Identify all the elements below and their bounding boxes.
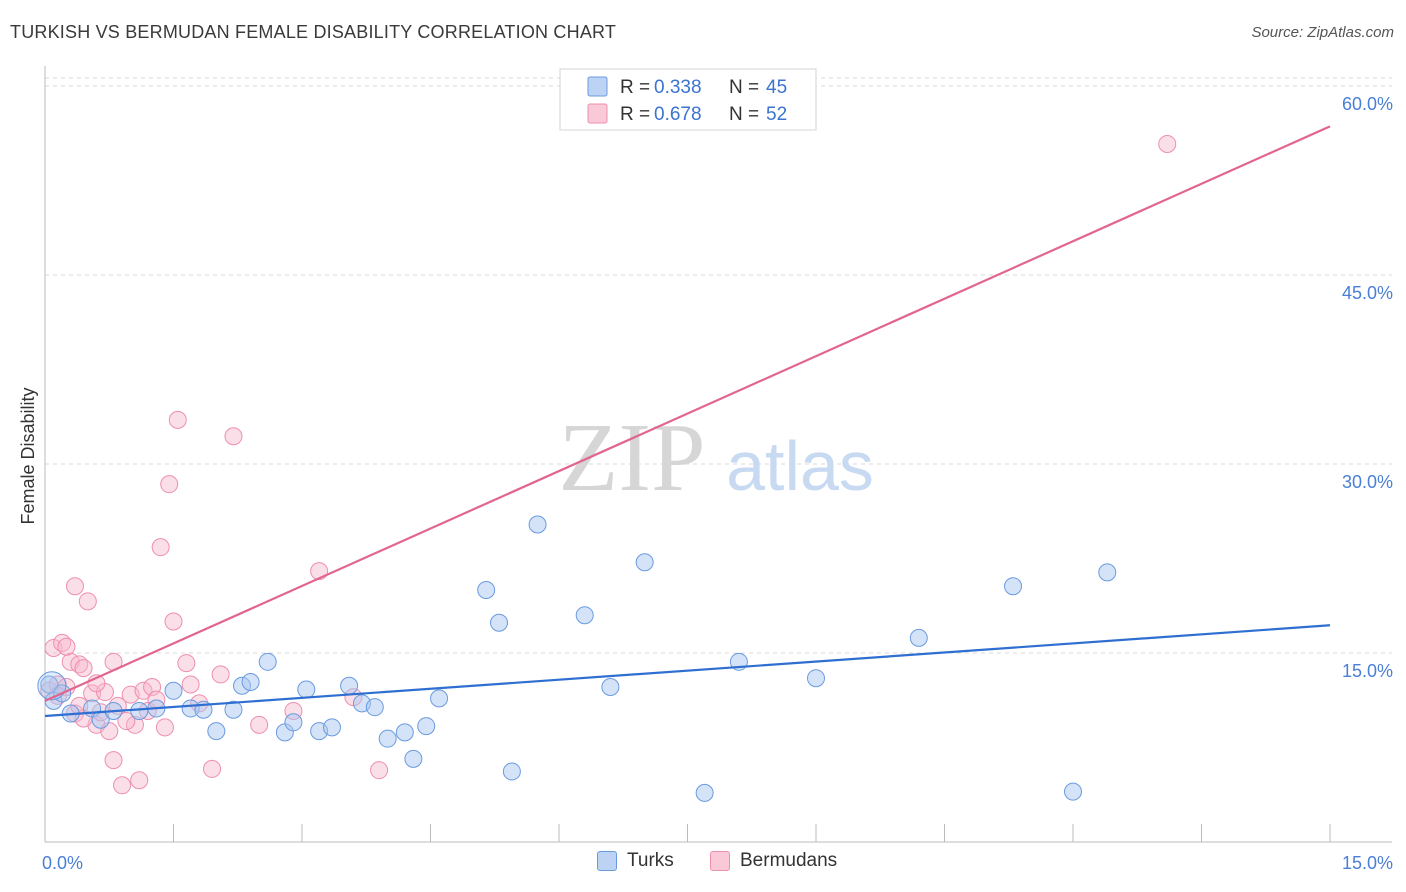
bermudans-point bbox=[78, 592, 97, 611]
turks-point bbox=[528, 515, 547, 534]
turks-point bbox=[430, 689, 449, 708]
trend-lines bbox=[44, 125, 1331, 718]
turks-point bbox=[365, 698, 384, 717]
gridlines bbox=[45, 77, 1392, 654]
x-tick-label: 15.0% bbox=[1342, 853, 1393, 873]
turks-point bbox=[340, 676, 359, 695]
turks-point bbox=[241, 672, 260, 691]
turks-point bbox=[1004, 577, 1023, 596]
bermudans-point bbox=[164, 612, 183, 631]
turks-point bbox=[404, 749, 423, 768]
tick-labels: 15.0% 30.0% 45.0% 60.0% 0.0% 15.0% bbox=[42, 94, 1393, 873]
bottom-legend: Turks Bermudans bbox=[0, 850, 1406, 880]
bermudans-point bbox=[117, 712, 136, 731]
y-tick-label: 45.0% bbox=[1342, 283, 1393, 303]
bermudans-point bbox=[250, 715, 269, 734]
bottom-legend-turks: Turks bbox=[597, 850, 674, 872]
legend-row-bermudans: R = 0.678 N = 52 bbox=[587, 103, 787, 125]
bottom-legend-label: Turks bbox=[627, 850, 674, 871]
bermudans-point bbox=[155, 718, 174, 737]
legend-row-turks: R = 0.338 N = 45 bbox=[587, 76, 787, 98]
legend-n-value: 45 bbox=[766, 77, 787, 98]
y-axis-label: Female Disability bbox=[18, 387, 38, 524]
legend-swatch-bermudans bbox=[710, 851, 730, 871]
y-tick-label: 60.0% bbox=[1342, 94, 1393, 114]
turks-point bbox=[575, 606, 594, 625]
legend-r-label: R = bbox=[620, 77, 650, 98]
legend-swatch-turks bbox=[587, 76, 608, 97]
bermudans-point bbox=[134, 681, 153, 700]
turks-point bbox=[207, 722, 226, 741]
turks-point bbox=[635, 553, 654, 572]
bermudans-point bbox=[203, 759, 222, 778]
legend-r-label: R = bbox=[620, 104, 650, 125]
turks-point bbox=[297, 680, 316, 699]
turks-points bbox=[37, 515, 1117, 802]
bermudans-point bbox=[57, 637, 76, 656]
bermudans-point bbox=[224, 427, 243, 446]
bermudans-point bbox=[113, 776, 132, 795]
bermudans-point bbox=[310, 562, 329, 581]
bermudans-point bbox=[44, 638, 63, 657]
legend-n-value: 52 bbox=[766, 104, 787, 125]
turks-point bbox=[807, 669, 825, 688]
watermark: ZIP atlas bbox=[559, 404, 874, 512]
bermudans-point bbox=[168, 410, 187, 429]
bermudans-point bbox=[370, 761, 389, 780]
bermudans-point bbox=[151, 538, 170, 557]
turks-point bbox=[322, 718, 341, 737]
y-tick-label: 15.0% bbox=[1342, 661, 1393, 681]
chart-title: TURKISH VS BERMUDAN FEMALE DISABILITY CO… bbox=[10, 22, 617, 42]
turks-point bbox=[130, 701, 149, 720]
bermudans-point bbox=[74, 659, 93, 678]
x-tick-label: 0.0% bbox=[42, 853, 83, 873]
legend-r-value: 0.678 bbox=[654, 104, 702, 125]
legend-r-value: 0.338 bbox=[654, 77, 702, 98]
bottom-legend-label: Bermudans bbox=[740, 850, 838, 871]
turks-point bbox=[490, 613, 509, 632]
watermark-atlas: atlas bbox=[726, 427, 874, 505]
turks-point bbox=[417, 717, 436, 736]
bermudans-point bbox=[160, 475, 179, 494]
bermudans-point bbox=[211, 665, 230, 684]
turks-point bbox=[258, 652, 277, 671]
turks-point bbox=[502, 762, 521, 781]
bermudans-point bbox=[65, 577, 84, 596]
source-label: Source: ZipAtlas.com bbox=[1251, 24, 1394, 41]
bottom-legend-bermudans: Bermudans bbox=[710, 850, 837, 872]
legend-swatch-turks bbox=[597, 851, 617, 871]
legend-n-label: N = bbox=[729, 77, 759, 98]
legend-box: R = 0.338 N = 45 R = 0.678 N = 52 bbox=[559, 68, 817, 131]
bermudans-point bbox=[104, 751, 123, 770]
legend-n-label: N = bbox=[729, 104, 759, 125]
turks-point bbox=[1064, 782, 1082, 801]
bermudans-point bbox=[177, 654, 196, 673]
bermudans-point bbox=[181, 675, 200, 694]
watermark-zip: ZIP bbox=[559, 404, 706, 512]
legend-swatch-bermudans bbox=[587, 103, 608, 124]
bermudans-point bbox=[130, 771, 149, 790]
turks-point bbox=[164, 681, 183, 700]
turks-point bbox=[378, 729, 397, 748]
turks-point bbox=[909, 628, 928, 647]
turks-point bbox=[1098, 563, 1117, 582]
turks-point bbox=[284, 713, 303, 732]
turks-point bbox=[395, 723, 414, 742]
turks-point bbox=[37, 671, 67, 701]
bermudans-trend-line bbox=[44, 125, 1331, 702]
turks-point bbox=[477, 581, 496, 599]
axes bbox=[44, 66, 1392, 843]
turks-point bbox=[695, 783, 714, 802]
turks-point bbox=[601, 678, 620, 697]
turks-trend-line bbox=[44, 624, 1331, 718]
y-tick-label: 30.0% bbox=[1342, 472, 1393, 492]
bermudans-point bbox=[1158, 134, 1177, 153]
turks-point bbox=[224, 700, 243, 719]
